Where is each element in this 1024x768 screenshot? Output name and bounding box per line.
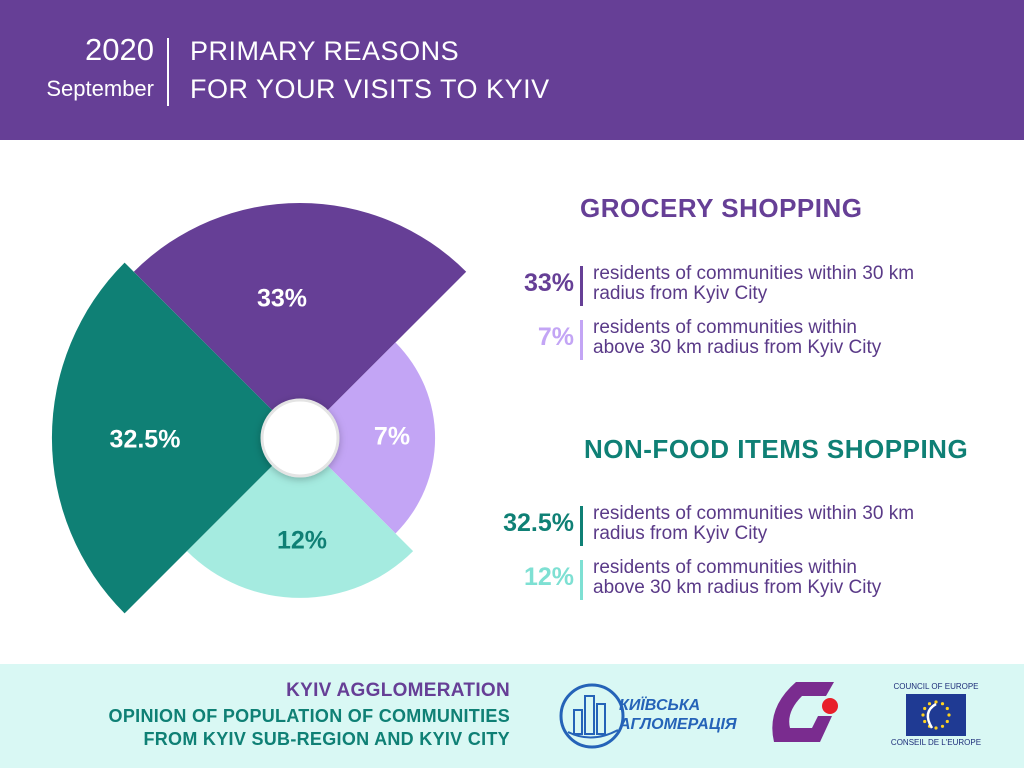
coe-star-icon — [945, 706, 949, 711]
header-title-line1: PRIMARY REASONS — [190, 36, 460, 66]
coe-star-icon — [934, 726, 938, 730]
legend-text-line1: residents of communities within — [593, 557, 857, 578]
coe-star-icon — [947, 713, 951, 717]
legend-text-line2: radius from Kyiv City — [593, 523, 768, 544]
rose-slice-2 — [300, 342, 436, 534]
nonfood-section-title: NON-FOOD ITEMS SHOPPING — [584, 434, 969, 464]
legend-pct-box: 7% — [470, 316, 574, 366]
header-month: September — [46, 76, 154, 101]
coe-star-icon — [934, 700, 938, 704]
legend-divider — [580, 320, 583, 360]
legend-text-line1: residents of communities within 30 km — [593, 503, 915, 524]
footer-line1: KYIV AGGLOMERATION — [286, 680, 510, 701]
legend-text-line2: radius from Kyiv City — [593, 283, 768, 304]
rose-slice-1 — [133, 202, 467, 438]
legend-pct: 33% — [523, 269, 574, 297]
legend-text-line1: residents of communities within 30 km — [593, 263, 915, 284]
legend-pct-box: 12% — [470, 556, 574, 606]
grocery-section-title: GROCERY SHOPPING — [580, 193, 863, 223]
header-divider — [167, 38, 169, 106]
coe-label-bottom: CONSEIL DE L'EUROPE — [890, 738, 982, 747]
footer-bar — [0, 664, 1024, 768]
legend-divider — [580, 506, 583, 546]
footer-line3: FROM KYIV SUB-REGION AND KYIV CITY — [143, 729, 510, 749]
rose-chart: 33% 7% 12% 32.5% — [51, 202, 467, 614]
coe-star-icon — [940, 702, 945, 706]
slice-label-2: 7% — [374, 423, 410, 451]
slice-label-3: 12% — [277, 527, 327, 555]
rose-slice-4 — [51, 262, 300, 614]
coe-star-icon — [940, 724, 945, 728]
legend-pct: 7% — [537, 323, 574, 351]
kyiv-agglomeration-logo — [559, 683, 625, 749]
chart-center-hole — [260, 398, 340, 478]
header-title-line2: FOR YOUR VISITS TO KYIV — [190, 74, 550, 104]
logo-text-line1: КИЇВСЬКА — [619, 697, 701, 714]
coe-label-top: COUNCIL OF EUROPE — [893, 682, 979, 691]
footer-line2: OPINION OF POPULATION OF COMMUNITIES — [108, 706, 510, 726]
header-year: 2020 — [85, 32, 154, 67]
slice-label-4: 32.5% — [110, 426, 181, 454]
rose-slice-3 — [186, 438, 414, 598]
legend-pct-box: 33% — [470, 262, 574, 312]
slice-label-1: 33% — [257, 285, 307, 313]
legend-pct-box: 32.5% — [470, 502, 574, 552]
legend-text-line2: above 30 km radius from Kyiv City — [593, 337, 882, 358]
g-brand-logo — [772, 682, 838, 742]
council-of-europe-flag-icon — [906, 694, 966, 736]
coe-star-icon — [923, 719, 927, 724]
coe-star-icon — [921, 713, 925, 717]
coe-star-icon — [923, 706, 927, 711]
logo-text-line2: АГЛОМЕРАЦІЯ — [619, 716, 737, 733]
legend-pct: 12% — [523, 563, 574, 591]
legend-divider — [580, 266, 583, 306]
legend-pct: 32.5% — [503, 509, 574, 537]
legend-text-line1: residents of communities within — [593, 317, 857, 338]
header-bar — [0, 0, 1024, 140]
coe-star-icon — [945, 719, 949, 724]
coe-star-icon — [927, 702, 932, 706]
legend-text-line2: above 30 km radius from Kyiv City — [593, 577, 882, 598]
legend-divider — [580, 560, 583, 600]
